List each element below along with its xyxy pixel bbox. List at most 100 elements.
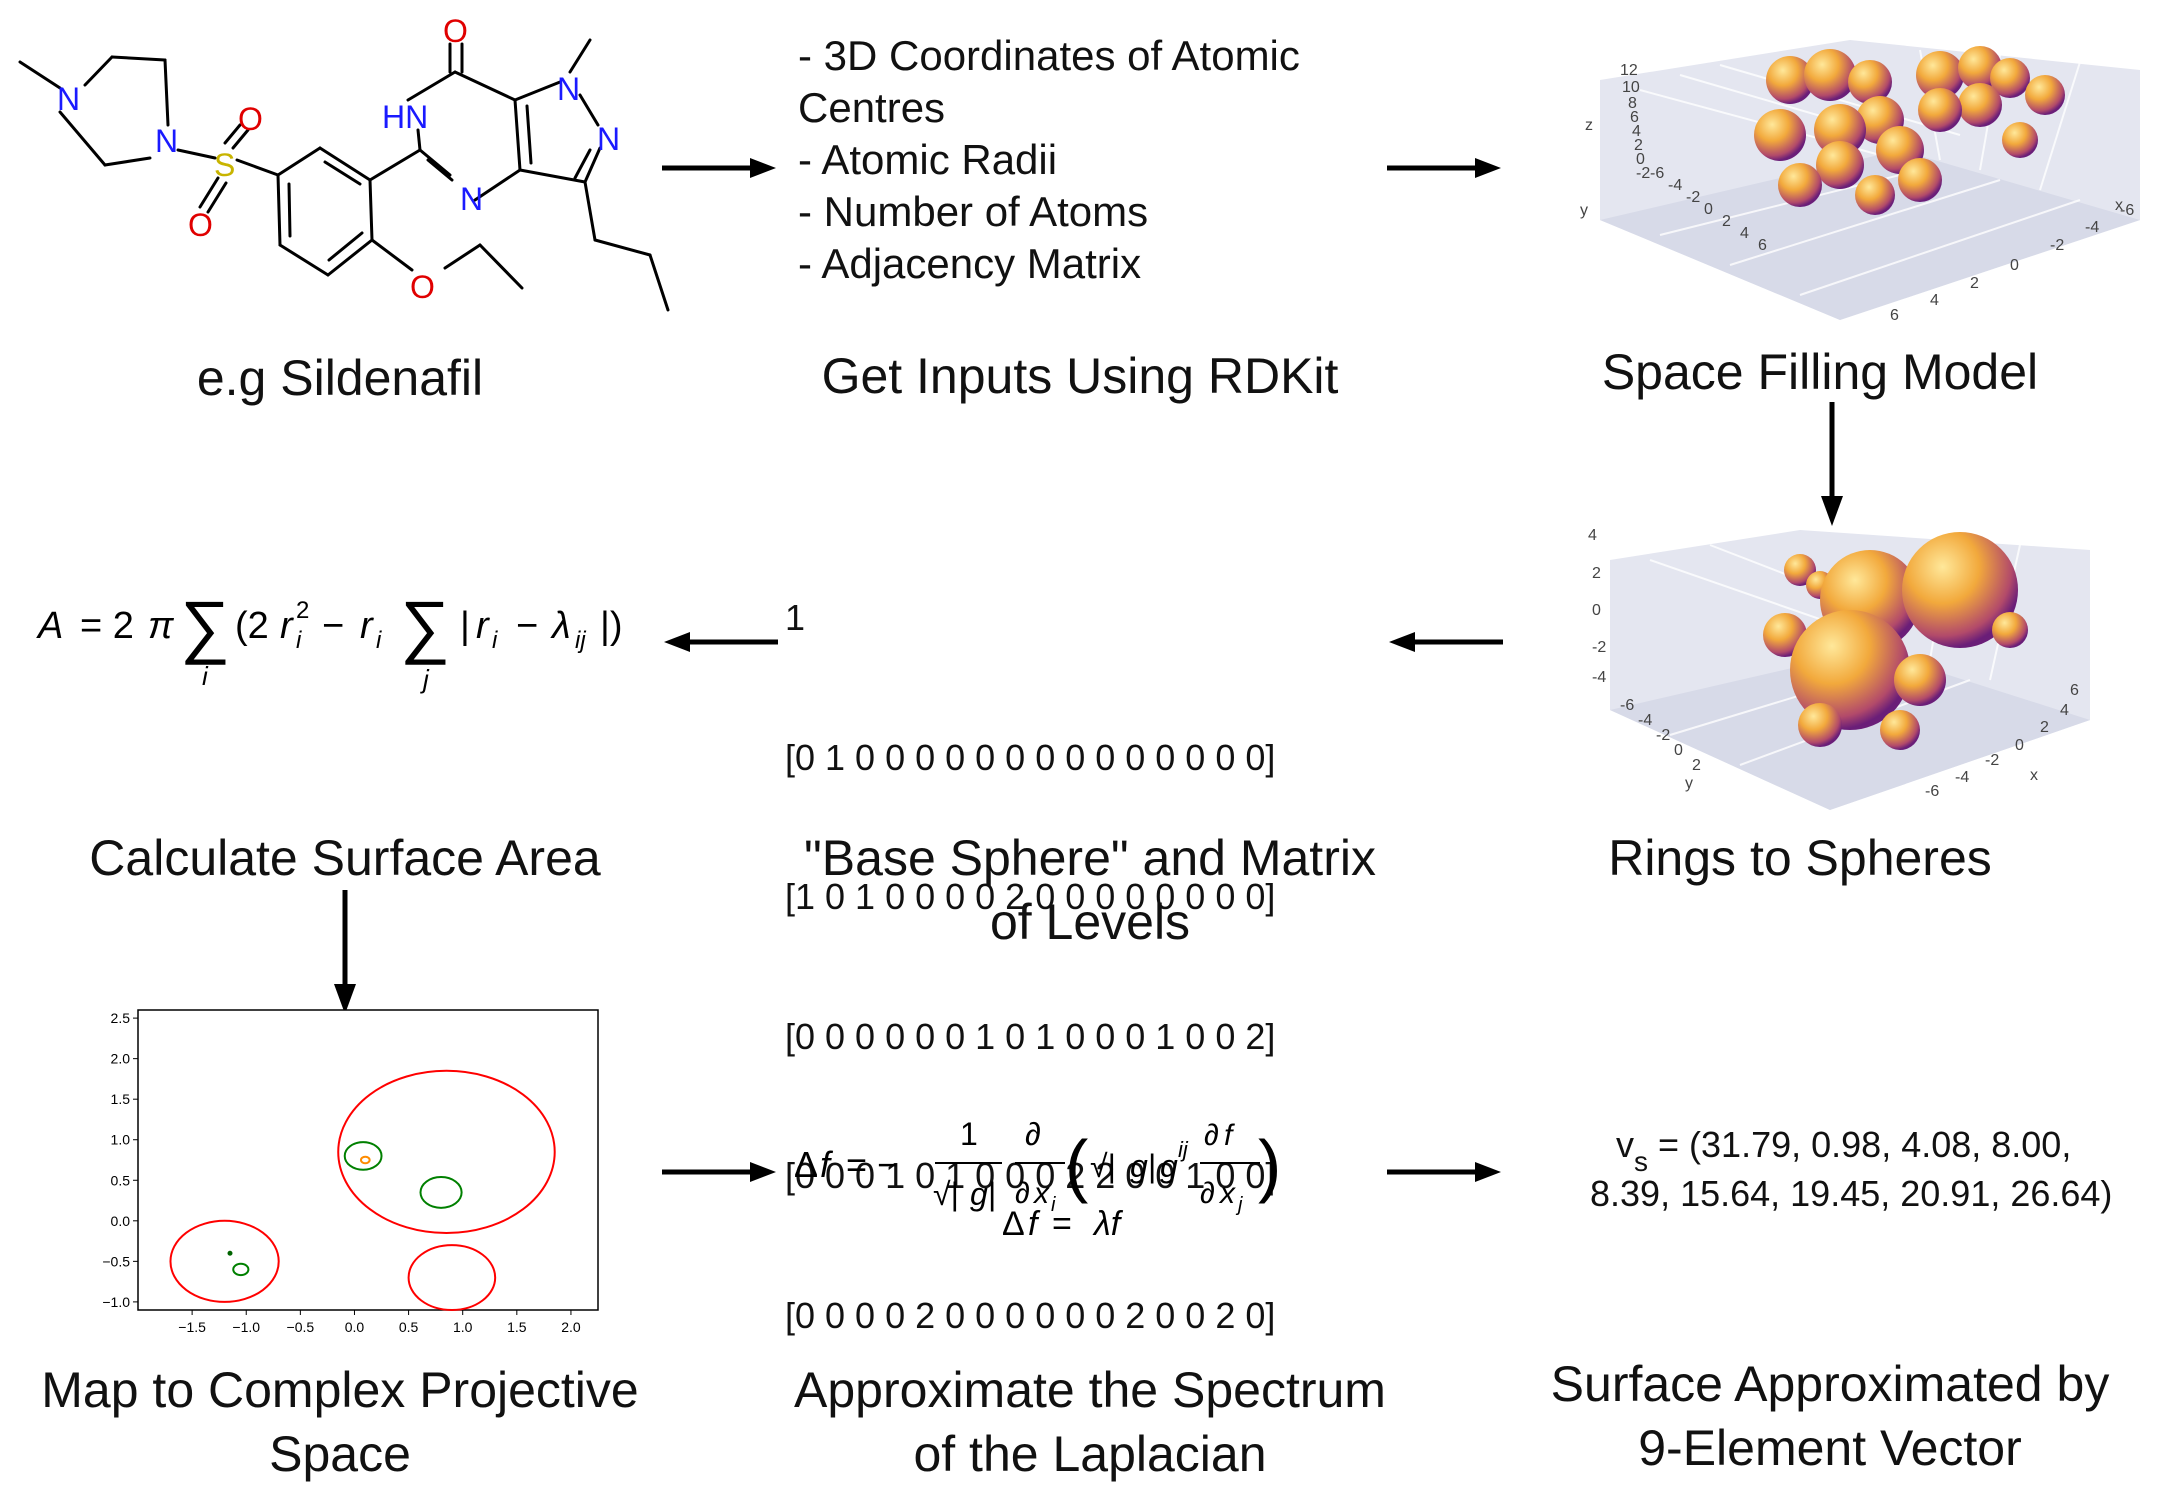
y-tick: -6	[1650, 165, 1664, 182]
y-tick: 0	[1674, 742, 1683, 759]
surface-area-formula: A = 2 π ∑ i (2 r i 2 − r i ∑ j | r i − λ…	[36, 587, 623, 694]
svg-text:∂: ∂	[1015, 1177, 1030, 1210]
svg-text:r: r	[280, 605, 294, 647]
svg-text:r: r	[360, 605, 374, 647]
svg-text:∂: ∂	[1025, 1116, 1041, 1152]
plot-circle	[343, 1141, 383, 1171]
caption-vector: Surface Approximated by 9-Element Vector	[1510, 1352, 2150, 1480]
y-tick: 2	[1722, 213, 1731, 230]
z-tick: -4	[1592, 669, 1606, 686]
inputs-item: - 3D Coordinates of Atomic	[798, 32, 1300, 79]
svg-text:−: −	[322, 605, 344, 647]
level-matrix: 1 [0 1 0 0 0 0 0 0 0 0 0 0 0 0 0 0] [1 0…	[785, 502, 1275, 1386]
z-tick: 12	[1620, 62, 1638, 79]
z-tick: 8	[1628, 95, 1637, 112]
z-tick: 10	[1622, 79, 1640, 96]
svg-text:√|: √|	[933, 1176, 959, 1212]
caption-vector-line-2: 9-Element Vector	[1638, 1420, 2022, 1476]
caption-laplacian: Approximate the Spectrum of the Laplacia…	[740, 1358, 1440, 1486]
x-tick: 0	[2010, 257, 2019, 274]
arrow-right-3	[662, 1162, 776, 1182]
plot-circle	[407, 1244, 497, 1311]
svg-text:r: r	[476, 605, 490, 647]
atom-o-sulfonyl-2: O	[188, 207, 213, 243]
caption-projective-line-2: Space	[269, 1426, 411, 1482]
axis-y-label: y	[1685, 775, 1693, 792]
svg-text:|: |	[988, 1176, 996, 1212]
caption-matrix-line-2: of Levels	[989, 894, 1191, 950]
x-tick: -6	[2120, 202, 2134, 219]
svg-text:j: j	[1235, 1194, 1243, 1216]
inputs-list: - 3D Coordinates of Atomic Centres - Ato…	[798, 30, 1300, 290]
matrix-row: [1 0 1 0 0 0 0 2 0 0 0 0 0 0 0 0]	[785, 876, 1276, 917]
y-tick: -6	[1620, 697, 1634, 714]
z-tick: 0	[1636, 151, 1645, 168]
y-tick-label: −1.0	[102, 1294, 130, 1310]
svg-text:π: π	[148, 605, 175, 647]
x-tick-label: 0.0	[345, 1319, 365, 1335]
svg-text:1: 1	[960, 1116, 978, 1152]
axis-x-label: x	[2115, 197, 2123, 214]
arrow-right-4	[1387, 1162, 1501, 1182]
caption-space-filling: Space Filling Model	[1601, 344, 2039, 400]
svg-text:A: A	[36, 605, 63, 647]
z-tick: 2	[1634, 137, 1643, 154]
atom-n-pyrazole: N	[597, 121, 620, 157]
inputs-item: - Atomic Radii	[798, 136, 1058, 183]
svg-text:i: i	[492, 627, 498, 654]
caption-matrix: "Base Sphere" and Matrix of Levels	[740, 826, 1440, 954]
svg-text:x: x	[1218, 1177, 1236, 1210]
caption-rings: Rings to Spheres	[1608, 830, 1992, 886]
svg-text:√|: √|	[1090, 1148, 1116, 1184]
svg-text:∑: ∑	[400, 587, 450, 665]
y-tick-label: 0.5	[111, 1172, 131, 1188]
arrow-right-2	[1387, 158, 1501, 178]
atom-hn: HN	[382, 99, 428, 135]
svg-text:|: |	[1148, 1148, 1156, 1184]
x-tick-label: −0.5	[287, 1319, 315, 1335]
x-tick: 4	[1930, 292, 1939, 309]
svg-text:ij: ij	[1178, 1137, 1189, 1162]
y-tick-label: 2.0	[111, 1051, 131, 1067]
x-tick: -2	[2050, 237, 2064, 254]
svg-text:Δ: Δ	[794, 1144, 818, 1185]
vector-values-2: 8.39, 15.64, 19.45, 20.91, 26.64)	[1590, 1173, 2113, 1214]
z-tick: -2	[1592, 639, 1606, 656]
caption-projective-line-1: Map to Complex Projective	[41, 1362, 639, 1418]
arrow-down-1	[1821, 402, 1843, 526]
caption-matrix-line-1: "Base Sphere" and Matrix	[804, 830, 1376, 886]
x-tick: 6	[1890, 307, 1899, 324]
x-tick-label: 2.0	[561, 1319, 581, 1335]
axis-y-label: y	[1580, 202, 1588, 219]
y-tick: -4	[1668, 177, 1682, 194]
svg-text:Δ: Δ	[1002, 1205, 1025, 1243]
z-tick: 6	[1630, 109, 1639, 126]
caption-inputs: Get Inputs Using RDKit	[821, 348, 1339, 404]
x-tick: -6	[1925, 783, 1939, 800]
y-tick: -2	[1686, 189, 1700, 206]
y-tick: -4	[1638, 712, 1652, 729]
caption-sildenafil: e.g Sildenafil	[196, 350, 484, 406]
y-tick-label: 0.0	[111, 1213, 131, 1229]
plot-circle	[359, 1155, 371, 1165]
svg-text:2: 2	[296, 597, 309, 624]
z-tick: 2	[1592, 565, 1601, 582]
svg-text:g: g	[1130, 1148, 1148, 1184]
inputs-item: Centres	[798, 84, 946, 131]
axis-x-label: x	[2030, 767, 2038, 784]
svg-text:x: x	[1032, 1177, 1050, 1210]
z-tick: 4	[1632, 123, 1641, 140]
inputs-item: - Number of Atoms	[798, 188, 1149, 235]
caption-laplacian-line-1: Approximate the Spectrum	[794, 1362, 1386, 1418]
plot-frame	[137, 1009, 599, 1311]
svg-text:(2: (2	[235, 605, 269, 647]
y-tick: 6	[1758, 237, 1767, 254]
arrow-left-2	[664, 632, 778, 652]
svg-text:j: j	[420, 664, 430, 694]
caption-surface-area: Calculate Surface Area	[89, 830, 601, 886]
x-tick: -4	[1955, 769, 1969, 786]
svg-text:|): |)	[600, 605, 623, 647]
x-tick-label: 1.0	[453, 1319, 473, 1335]
matrix-row: 1	[785, 597, 806, 638]
laplacian-equations: Δ f = − 1 √| g | ∂ ∂ x i ( √| g | g ij ∂…	[794, 1116, 1281, 1243]
